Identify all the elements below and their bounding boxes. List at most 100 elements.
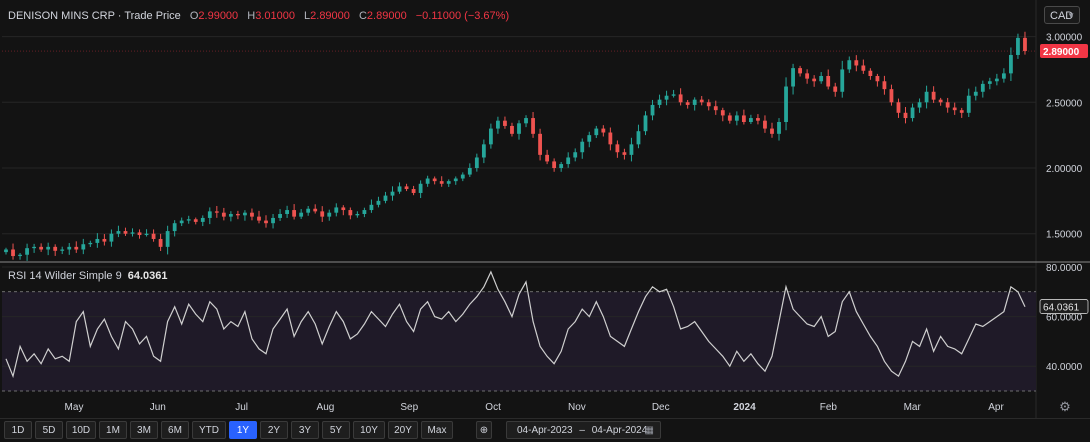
- candle: [910, 103, 915, 122]
- candle-body: [474, 157, 479, 168]
- candle-body: [228, 214, 233, 217]
- rsi-header: RSI 14 Wilder Simple 9 64.0361: [8, 270, 167, 282]
- range-button-1y[interactable]: 1Y: [229, 421, 257, 439]
- candle-body: [221, 212, 226, 217]
- candle: [257, 210, 261, 224]
- range-button-2y[interactable]: 2Y: [260, 421, 288, 439]
- candle-body: [362, 210, 367, 214]
- candle-body: [250, 212, 254, 217]
- candle: [236, 210, 240, 220]
- range-button-6m[interactable]: 6M: [161, 421, 189, 439]
- range-toolbar: 1D 5D 10D 1M 3M 6M YTD 1Y 2Y 3Y 5Y 10Y 20Y Max ⊕ 04-A…: [0, 418, 1090, 442]
- candle: [228, 211, 233, 222]
- candle-body: [875, 76, 880, 82]
- range-button-1d[interactable]: 1D: [4, 421, 32, 439]
- candle: [481, 139, 486, 164]
- range-button-5d[interactable]: 5D: [35, 421, 63, 439]
- price-and-rsi-chart[interactable]: 1.50000 2.00000 2.50000 3.00000 2.89000 40.0…: [0, 0, 1090, 418]
- time-tick-label: Apr: [988, 402, 1004, 413]
- candle: [840, 60, 845, 98]
- candle: [973, 86, 978, 101]
- range-button-1m[interactable]: 1M: [99, 421, 127, 439]
- candle: [741, 109, 746, 125]
- candle: [791, 63, 795, 95]
- candle-body: [116, 231, 121, 234]
- candle: [474, 153, 479, 172]
- time-axis: May Jun Jul Aug Sep Oct Nov Dec 2024 Feb Mar Apr: [65, 402, 1005, 413]
- candle-body: [531, 118, 535, 134]
- candle-body: [383, 195, 388, 201]
- price-tick-label: 3.00000: [1046, 33, 1083, 44]
- candle-body: [46, 246, 51, 250]
- candle: [952, 102, 957, 115]
- candle-body: [559, 164, 564, 168]
- candle: [812, 75, 817, 87]
- range-button-20y[interactable]: 20Y: [388, 421, 418, 439]
- time-tick-label: 2024: [733, 402, 756, 413]
- candle-body: [629, 144, 634, 155]
- candle: [496, 116, 500, 134]
- candlestick-series: [4, 31, 1027, 261]
- candle: [460, 172, 465, 182]
- rsi-pane: 40.0000 60.0000 80.0000 64.0361: [2, 263, 1089, 392]
- price-badge: [1040, 44, 1088, 59]
- range-button-ytd[interactable]: YTD: [192, 421, 226, 439]
- candle: [74, 241, 79, 253]
- candle-body: [179, 220, 184, 224]
- range-button-10y[interactable]: 10Y: [353, 421, 385, 439]
- candle: [664, 90, 669, 106]
- candle-body: [404, 186, 409, 190]
- candle: [517, 120, 521, 140]
- candle: [243, 210, 247, 221]
- candle-body: [453, 178, 458, 182]
- time-tick-label: Sep: [400, 402, 418, 413]
- candle: [362, 207, 367, 218]
- candle: [165, 225, 170, 255]
- range-button-3y[interactable]: 3Y: [291, 421, 319, 439]
- candle-body: [313, 208, 318, 212]
- price-tick-label: 2.50000: [1046, 98, 1083, 109]
- candle-body: [587, 135, 592, 142]
- candle-body: [123, 231, 128, 234]
- candle: [200, 215, 205, 227]
- candle: [151, 229, 156, 242]
- candle: [749, 114, 753, 125]
- candle-body: [770, 128, 774, 134]
- range-button-3m[interactable]: 3M: [130, 421, 158, 439]
- range-button-max[interactable]: Max: [421, 421, 453, 439]
- candle: [917, 98, 922, 113]
- compare-icon[interactable]: ⊕: [476, 421, 492, 439]
- candle-body: [1001, 73, 1006, 79]
- gear-icon[interactable]: ⚙: [1059, 399, 1071, 414]
- candle: [608, 127, 613, 151]
- candle-body: [678, 94, 683, 103]
- candle-body: [432, 178, 437, 182]
- open-label: O: [189, 10, 199, 22]
- candle-body: [488, 128, 493, 145]
- candle-body: [348, 210, 353, 216]
- candle-body: [524, 118, 528, 124]
- date-range-field[interactable]: 04-Apr-2023 – 04-Apr-2024 ▦: [506, 421, 661, 439]
- candle: [861, 59, 866, 74]
- candle: [868, 68, 873, 80]
- candle: [432, 176, 437, 185]
- candle: [292, 204, 297, 220]
- candle-body: [517, 123, 521, 134]
- candle-body: [552, 161, 557, 168]
- candle-body: [826, 76, 831, 87]
- candle: [601, 125, 606, 137]
- range-button-10d[interactable]: 10D: [66, 421, 96, 439]
- candle-body: [165, 231, 170, 247]
- candle-body: [109, 233, 114, 242]
- candle-body: [81, 244, 86, 250]
- candle-body: [186, 219, 191, 221]
- candle-body: [699, 99, 704, 103]
- candle: [671, 89, 676, 98]
- range-button-5y[interactable]: 5Y: [322, 421, 350, 439]
- candle: [186, 215, 191, 224]
- candle: [376, 196, 381, 208]
- candle: [102, 234, 107, 246]
- candle: [341, 205, 346, 216]
- currency-select[interactable]: CAD ▼: [1044, 6, 1080, 24]
- candle-body: [207, 211, 212, 218]
